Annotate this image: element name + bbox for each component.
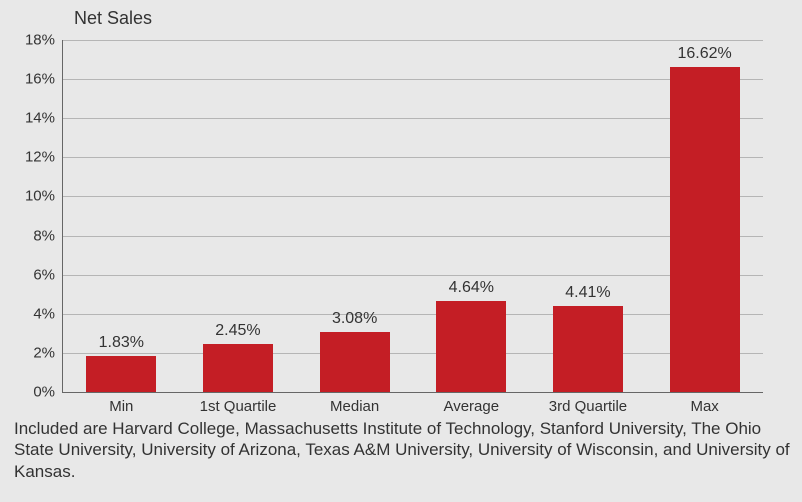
grid-line <box>63 353 763 354</box>
bar: 4.64% <box>436 301 506 392</box>
bar-value-label: 4.41% <box>553 284 623 306</box>
bar-value-label: 16.62% <box>670 45 740 67</box>
grid-line <box>63 118 763 119</box>
grid-line <box>63 40 763 41</box>
y-tick-label: 12% <box>25 149 63 166</box>
grid-line <box>63 79 763 80</box>
bar: 4.41% <box>553 306 623 392</box>
x-tick-label: Median <box>296 392 413 415</box>
grid-line <box>63 157 763 158</box>
x-tick-label: 3rd Quartile <box>530 392 647 415</box>
bar-value-label: 1.83% <box>86 334 156 356</box>
plot-area: 0%2%4%6%8%10%12%14%16%18%1.83%Min2.45%1s… <box>62 40 763 393</box>
x-tick-label: 1st Quartile <box>180 392 297 415</box>
y-tick-label: 8% <box>33 227 63 244</box>
y-tick-label: 10% <box>25 188 63 205</box>
y-tick-label: 18% <box>25 32 63 49</box>
y-tick-label: 14% <box>25 110 63 127</box>
y-tick-label: 2% <box>33 344 63 361</box>
bar: 3.08% <box>320 332 390 392</box>
y-tick-label: 0% <box>33 384 63 401</box>
grid-line <box>63 196 763 197</box>
chart-caption: Included are Harvard College, Massachuse… <box>14 418 790 482</box>
y-tick-label: 4% <box>33 305 63 322</box>
bar-value-label: 3.08% <box>320 310 390 332</box>
grid-line <box>63 275 763 276</box>
x-tick-label: Min <box>63 392 180 415</box>
chart-title: Net Sales <box>74 8 152 29</box>
bar-value-label: 2.45% <box>203 322 273 344</box>
grid-line <box>63 314 763 315</box>
y-tick-label: 6% <box>33 266 63 283</box>
bar-value-label: 4.64% <box>436 279 506 301</box>
y-tick-label: 16% <box>25 71 63 88</box>
bar: 16.62% <box>670 67 740 392</box>
bar: 2.45% <box>203 344 273 392</box>
chart-container: Net Sales 0%2%4%6%8%10%12%14%16%18%1.83%… <box>0 0 802 502</box>
bar: 1.83% <box>86 356 156 392</box>
x-tick-label: Average <box>413 392 530 415</box>
grid-line <box>63 236 763 237</box>
x-tick-label: Max <box>646 392 763 415</box>
